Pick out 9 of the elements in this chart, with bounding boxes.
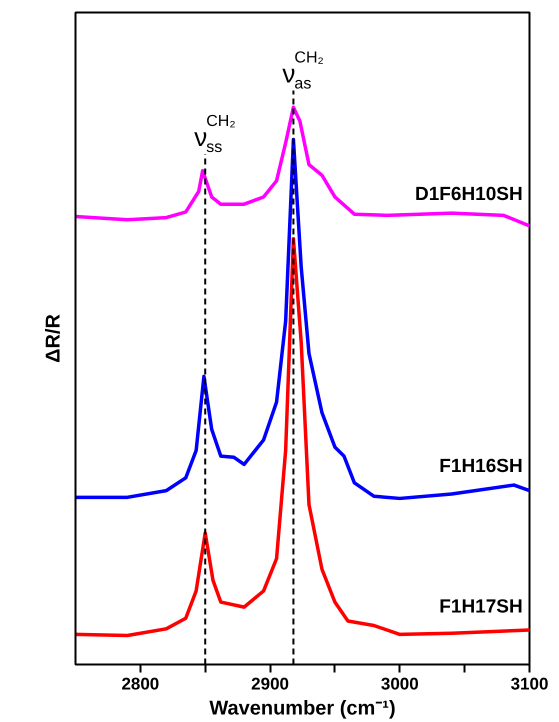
series-label: F1H17SH [439,596,523,618]
x-tick-label: 3000 [380,674,419,694]
x-tick-label: 2800 [121,674,160,694]
x-axis-title: Wavenumber (cm⁻¹) [209,698,396,720]
x-tick-label: 3100 [510,674,548,694]
series-label: F1H16SH [439,456,523,478]
x-tick-label: 2900 [251,674,289,694]
series-label: D1F6H10SH [414,184,523,206]
y-axis-title: ΔR/R [42,314,64,363]
